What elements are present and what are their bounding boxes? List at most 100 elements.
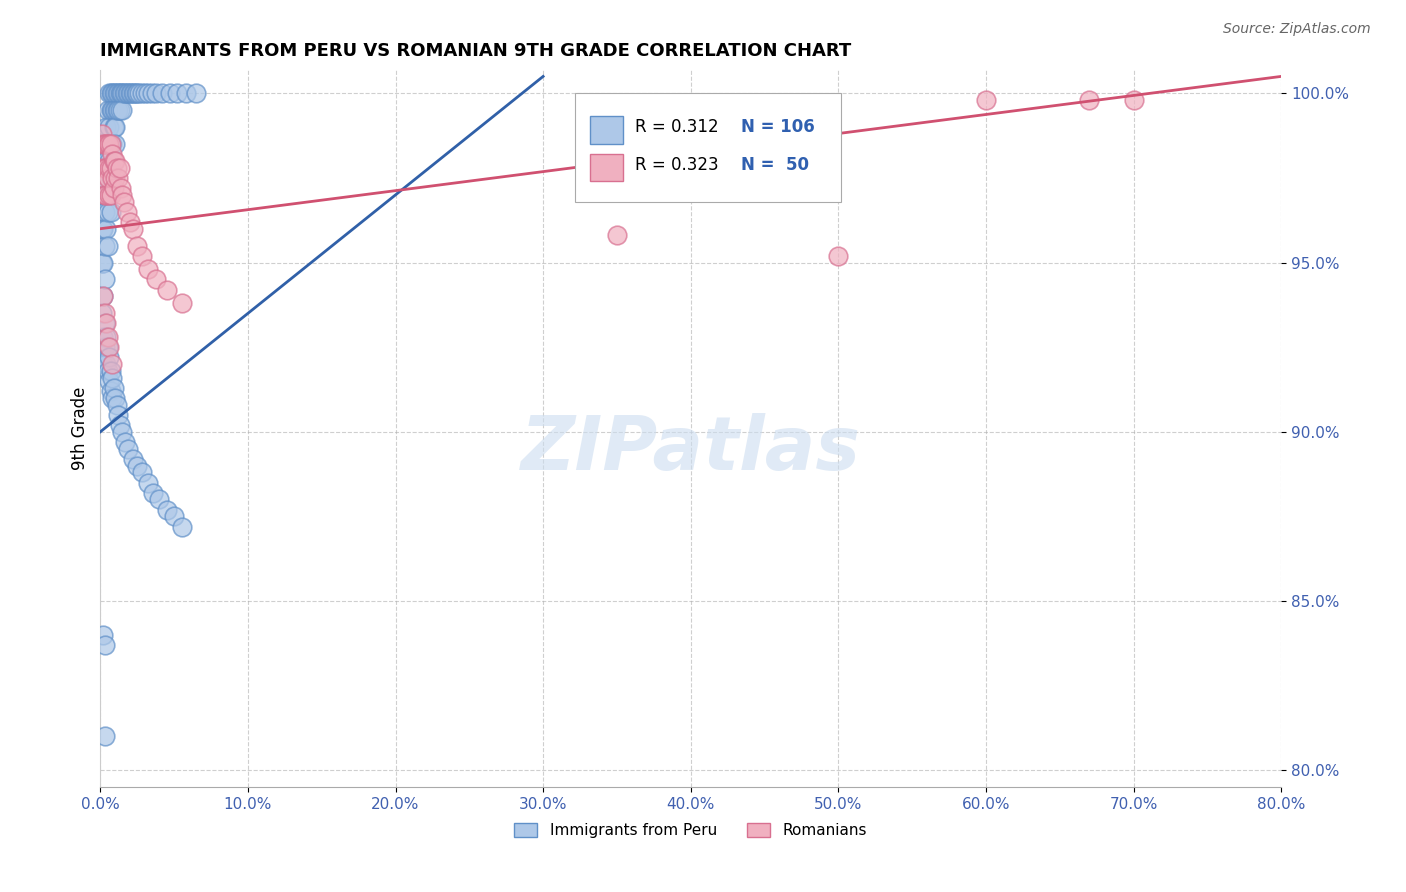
Point bbox=[118, 215, 141, 229]
Point bbox=[98, 340, 121, 354]
Point bbox=[91, 289, 114, 303]
Point bbox=[974, 93, 997, 107]
Point bbox=[101, 370, 124, 384]
Point bbox=[108, 417, 131, 432]
Point bbox=[96, 137, 118, 152]
Point bbox=[101, 147, 124, 161]
Point bbox=[104, 154, 127, 169]
Point bbox=[103, 181, 125, 195]
Point bbox=[94, 340, 117, 354]
Point bbox=[103, 87, 125, 101]
Text: IMMIGRANTS FROM PERU VS ROMANIAN 9TH GRADE CORRELATION CHART: IMMIGRANTS FROM PERU VS ROMANIAN 9TH GRA… bbox=[100, 42, 852, 60]
Point bbox=[120, 87, 142, 101]
Point bbox=[111, 87, 134, 101]
Text: R = 0.312: R = 0.312 bbox=[636, 118, 718, 136]
Point bbox=[91, 255, 114, 269]
Point bbox=[98, 374, 121, 388]
Point bbox=[170, 519, 193, 533]
Point bbox=[104, 170, 127, 185]
Point bbox=[97, 364, 120, 378]
Point bbox=[94, 317, 117, 331]
Point bbox=[156, 283, 179, 297]
Point bbox=[100, 170, 122, 185]
Point bbox=[170, 296, 193, 310]
Point bbox=[174, 87, 197, 101]
Point bbox=[97, 170, 120, 185]
Point bbox=[96, 187, 118, 202]
Point bbox=[98, 187, 121, 202]
Point bbox=[94, 272, 117, 286]
Point bbox=[96, 187, 118, 202]
Point bbox=[125, 87, 148, 101]
Point bbox=[127, 458, 149, 473]
Point bbox=[100, 87, 122, 101]
Point bbox=[105, 87, 128, 101]
Point bbox=[121, 87, 143, 101]
Point bbox=[98, 137, 121, 152]
Point bbox=[136, 262, 159, 277]
Point bbox=[111, 425, 134, 439]
Text: N = 106: N = 106 bbox=[741, 118, 815, 136]
Point bbox=[827, 249, 849, 263]
Point bbox=[94, 638, 117, 652]
Point bbox=[94, 161, 117, 175]
Point bbox=[101, 391, 124, 405]
Point bbox=[134, 87, 156, 101]
Point bbox=[606, 228, 628, 243]
Point bbox=[101, 170, 124, 185]
Point bbox=[107, 408, 129, 422]
Point bbox=[98, 351, 121, 365]
Point bbox=[94, 170, 117, 185]
Point bbox=[111, 187, 134, 202]
Point bbox=[117, 442, 139, 456]
Point bbox=[145, 87, 167, 101]
Point bbox=[98, 187, 121, 202]
Point bbox=[96, 357, 118, 371]
Point bbox=[114, 87, 136, 101]
Point bbox=[94, 187, 117, 202]
Point bbox=[97, 330, 120, 344]
Point bbox=[148, 492, 170, 507]
Point bbox=[141, 87, 163, 101]
Point bbox=[108, 87, 131, 101]
Point bbox=[91, 170, 114, 185]
Point bbox=[100, 161, 122, 175]
Point bbox=[91, 154, 114, 169]
Point bbox=[105, 103, 128, 118]
Point bbox=[104, 87, 127, 101]
Point bbox=[91, 187, 114, 202]
Point bbox=[150, 87, 173, 101]
Point bbox=[115, 87, 138, 101]
Point bbox=[127, 87, 149, 101]
Point bbox=[100, 204, 122, 219]
Point bbox=[104, 120, 127, 135]
Point bbox=[1078, 93, 1101, 107]
Point bbox=[94, 306, 117, 320]
Point bbox=[90, 306, 112, 320]
Point bbox=[131, 249, 153, 263]
Point bbox=[90, 161, 112, 175]
Point bbox=[136, 475, 159, 490]
Point bbox=[98, 120, 121, 135]
Point bbox=[98, 154, 121, 169]
Point bbox=[94, 137, 117, 152]
Point bbox=[101, 87, 124, 101]
Point bbox=[101, 137, 124, 152]
Point bbox=[127, 238, 149, 252]
Point bbox=[107, 87, 129, 101]
Point bbox=[96, 120, 118, 135]
Point bbox=[110, 181, 132, 195]
Point bbox=[104, 391, 127, 405]
Point bbox=[97, 204, 120, 219]
Point bbox=[97, 103, 120, 118]
Point bbox=[114, 434, 136, 449]
Point bbox=[107, 170, 129, 185]
Point bbox=[128, 87, 150, 101]
Point bbox=[131, 466, 153, 480]
Point bbox=[94, 730, 117, 744]
Text: Source: ZipAtlas.com: Source: ZipAtlas.com bbox=[1223, 22, 1371, 37]
Point bbox=[96, 330, 118, 344]
Point bbox=[100, 364, 122, 378]
Point bbox=[97, 137, 120, 152]
Point bbox=[100, 137, 122, 152]
